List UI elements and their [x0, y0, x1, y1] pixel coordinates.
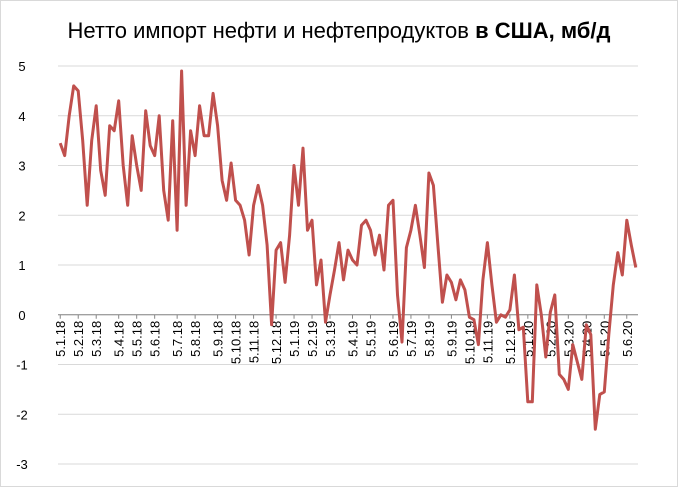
x-tick-label: 5.11.19	[480, 321, 495, 363]
x-tick-label: 5.2.19	[305, 321, 320, 357]
x-tick-label: 5.7.19	[404, 321, 419, 357]
x-tick-label: 5.6.18	[148, 321, 163, 357]
y-tick-label: 5	[18, 59, 25, 74]
y-tick-label: 0	[18, 308, 25, 323]
x-tick-label: 5.10.18	[229, 321, 244, 364]
title-bold: в США, мб/д	[475, 18, 610, 43]
x-tick-label: 5.5.18	[130, 321, 145, 357]
x-tick-label: 5.12.18	[269, 321, 284, 364]
x-tick-label: 5.5.19	[363, 321, 378, 357]
x-tick-label: 5.12.19	[503, 321, 518, 364]
x-tick-label: 5.9.19	[444, 321, 459, 357]
x-tick-label: 5.3.18	[89, 321, 104, 357]
y-tick-label: 3	[18, 159, 25, 174]
x-tick-label: 5.8.19	[422, 321, 437, 357]
x-tick-label: 5.11.18	[247, 321, 262, 363]
x-tick-label: 5.1.19	[287, 321, 302, 357]
x-tick-label: 5.2.18	[71, 321, 86, 357]
x-tick-label: 5.10.19	[462, 321, 477, 364]
y-tick-label: -1	[16, 358, 28, 373]
x-tick-label: 5.1.18	[53, 321, 68, 357]
y-tick-label: -2	[16, 407, 28, 422]
x-tick-label: 5.4.18	[112, 321, 127, 357]
chart-title: Нетто импорт нефти и нефтепродуктов в СШ…	[68, 18, 611, 43]
y-tick-label: 1	[18, 258, 25, 273]
x-tick-label: 5.3.19	[323, 321, 338, 357]
y-tick-label: 4	[18, 109, 25, 124]
y-tick-label: -3	[16, 457, 28, 472]
x-tick-label: 5.6.19	[386, 321, 401, 357]
title-plain: Нетто импорт нефти и нефтепродуктов	[68, 18, 476, 43]
x-tick-label: 5.4.19	[345, 321, 360, 357]
x-tick-label: 5.8.18	[188, 321, 203, 357]
x-tick-label: 5.9.18	[211, 321, 226, 357]
x-tick-label: 5.6.20	[620, 321, 635, 357]
x-tick-label: 5.7.18	[170, 321, 185, 357]
y-tick-label: 2	[18, 208, 25, 223]
data-line	[58, 69, 638, 431]
